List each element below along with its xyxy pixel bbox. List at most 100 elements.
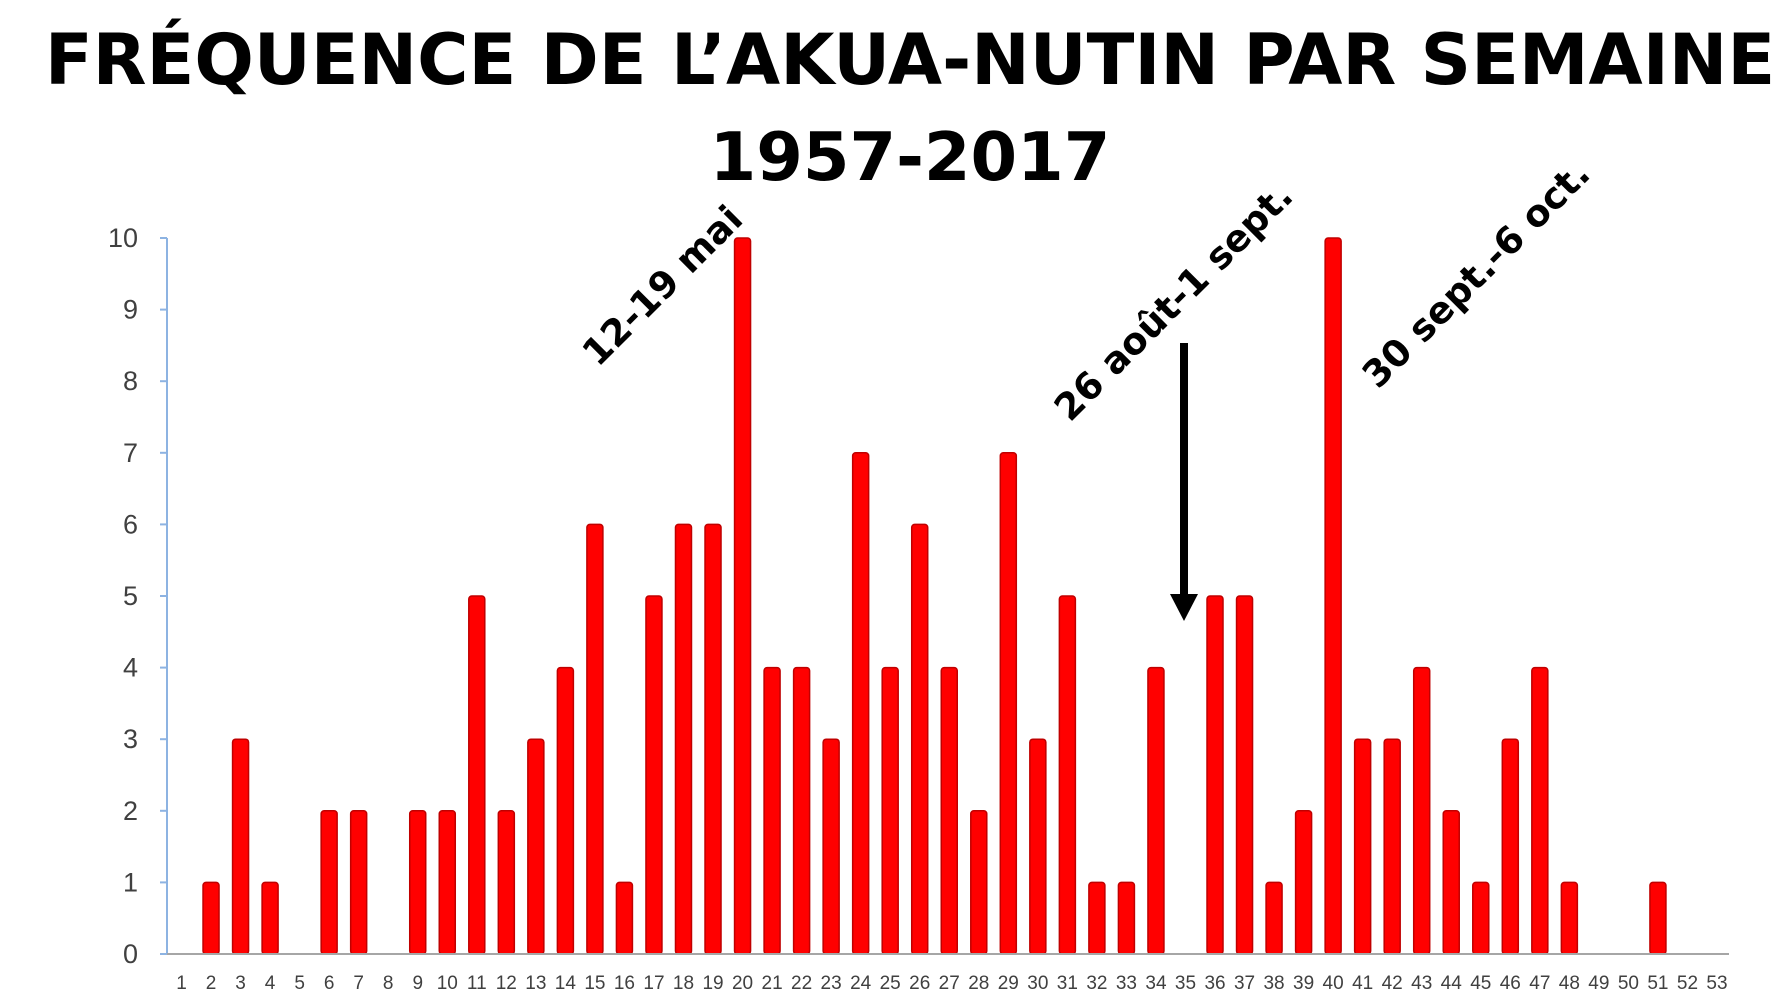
x-tick-label: 35 — [1175, 973, 1196, 994]
x-tick-label: 13 — [525, 973, 546, 994]
x-tick-label: 10 — [437, 973, 458, 994]
x-tick-label: 41 — [1352, 973, 1373, 994]
x-tick-label: 49 — [1588, 973, 1609, 994]
annotation-26-aout-1-sept: 26 août-1 sept. — [1046, 174, 1301, 429]
x-tick-label: 33 — [1116, 973, 1137, 994]
bar-week-46 — [1501, 738, 1520, 955]
x-tick-label: 44 — [1441, 973, 1463, 994]
x-tick-label: 52 — [1677, 973, 1698, 994]
x-tick-label: 29 — [998, 973, 1019, 994]
bar-week-26 — [910, 523, 929, 955]
x-tick-label: 24 — [850, 973, 872, 994]
bar-week-23 — [822, 738, 840, 955]
x-tick-label: 20 — [732, 973, 753, 994]
bar-week-9 — [408, 810, 427, 955]
x-tick-label: 43 — [1411, 973, 1432, 994]
x-tick-label: 2 — [206, 973, 217, 994]
x-tick-label: 27 — [939, 973, 960, 994]
bar-week-22 — [792, 666, 811, 955]
bar-week-17 — [645, 595, 663, 955]
x-tick-label: 4 — [265, 973, 276, 994]
bar-week-44 — [1442, 810, 1460, 955]
y-tick-label: 1 — [123, 867, 138, 897]
x-tick-label: 23 — [821, 973, 842, 994]
x-tick-label: 37 — [1234, 973, 1255, 994]
y-tick-label: 0 — [123, 939, 138, 969]
bar-week-12 — [497, 810, 516, 955]
x-ticks: 1 2 3 4 5 6 7 8 9 10 11 12 13 14 15 16 17 18 19 20 21 22 23 24 2… — [176, 973, 1727, 994]
bar-week-2 — [202, 881, 220, 955]
x-tick-label: 22 — [791, 973, 812, 994]
x-tick-label: 32 — [1086, 973, 1107, 994]
bar-week-32 — [1088, 881, 1106, 955]
x-tick-label: 53 — [1706, 973, 1727, 994]
bar-week-48 — [1560, 881, 1579, 955]
bar-week-4 — [261, 881, 279, 955]
x-tick-label: 45 — [1470, 973, 1491, 994]
x-tick-label: 36 — [1204, 973, 1225, 994]
y-ticks: 0 1 2 3 4 5 6 7 8 9 10 — [108, 223, 167, 969]
chart-title: FRÉQUENCE DE L’AKUA-NUTIN PAR SEMAINE — [45, 19, 1775, 101]
x-tick-label: 47 — [1529, 973, 1550, 994]
y-tick-label: 10 — [108, 223, 138, 253]
x-tick-label: 26 — [909, 973, 930, 994]
bar-week-31 — [1058, 595, 1077, 955]
bar-week-37 — [1235, 595, 1254, 955]
bar-week-43 — [1412, 666, 1431, 955]
x-tick-label: 50 — [1618, 973, 1639, 994]
bar-week-7 — [349, 810, 368, 955]
x-tick-label: 34 — [1145, 973, 1167, 994]
bar-week-51 — [1649, 881, 1667, 955]
x-tick-label: 21 — [762, 973, 783, 994]
bar-week-34 — [1147, 666, 1165, 955]
x-tick-label: 28 — [968, 973, 989, 994]
bar-week-14 — [556, 666, 575, 955]
x-tick-label: 38 — [1263, 973, 1284, 994]
bar-week-3 — [231, 738, 250, 955]
annotation-30-sept-6-oct: 30 sept.-6 oct. — [1354, 152, 1599, 397]
x-tick-label: 18 — [673, 973, 694, 994]
x-tick-label: 25 — [880, 973, 901, 994]
bar-week-11 — [468, 595, 486, 955]
y-tick-label: 2 — [123, 796, 138, 826]
bar-week-36 — [1206, 595, 1224, 955]
x-tick-label: 1 — [176, 973, 187, 994]
bar-week-21 — [763, 666, 781, 955]
chart-subtitle: 1957-2017 — [710, 118, 1111, 196]
bar-week-28 — [970, 810, 988, 955]
arrow-down-icon — [1170, 343, 1198, 621]
x-tick-label: 9 — [412, 973, 423, 994]
bar-week-33 — [1117, 881, 1136, 955]
bar-week-10 — [438, 810, 457, 955]
bar-week-30 — [1029, 738, 1047, 955]
y-tick-label: 6 — [123, 509, 138, 539]
annotation-12-19-mai: 12-19 mai — [574, 197, 751, 374]
x-tick-label: 11 — [467, 973, 487, 994]
bar-week-47 — [1531, 666, 1549, 955]
y-tick-label: 5 — [123, 581, 138, 611]
x-tick-label: 15 — [584, 973, 605, 994]
bars — [202, 237, 1667, 955]
x-tick-label: 30 — [1027, 973, 1048, 994]
bar-week-38 — [1265, 881, 1283, 955]
x-tick-label: 19 — [702, 973, 723, 994]
bar-week-45 — [1472, 881, 1490, 955]
bar-week-27 — [940, 666, 958, 955]
x-tick-label: 48 — [1559, 973, 1580, 994]
x-tick-label: 16 — [614, 973, 635, 994]
y-tick-label: 3 — [123, 724, 138, 754]
bar-week-18 — [674, 523, 693, 955]
bar-week-25 — [881, 666, 899, 955]
x-tick-label: 51 — [1647, 973, 1668, 994]
x-tick-label: 5 — [294, 973, 305, 994]
bar-week-41 — [1353, 738, 1372, 955]
y-tick-label: 9 — [123, 295, 138, 325]
bar-week-19 — [704, 523, 722, 955]
bar-week-42 — [1383, 738, 1401, 955]
x-tick-label: 39 — [1293, 973, 1314, 994]
x-tick-label: 40 — [1323, 973, 1344, 994]
bar-week-24 — [851, 452, 870, 955]
bar-week-20 — [733, 237, 752, 955]
y-tick-label: 7 — [123, 438, 138, 468]
